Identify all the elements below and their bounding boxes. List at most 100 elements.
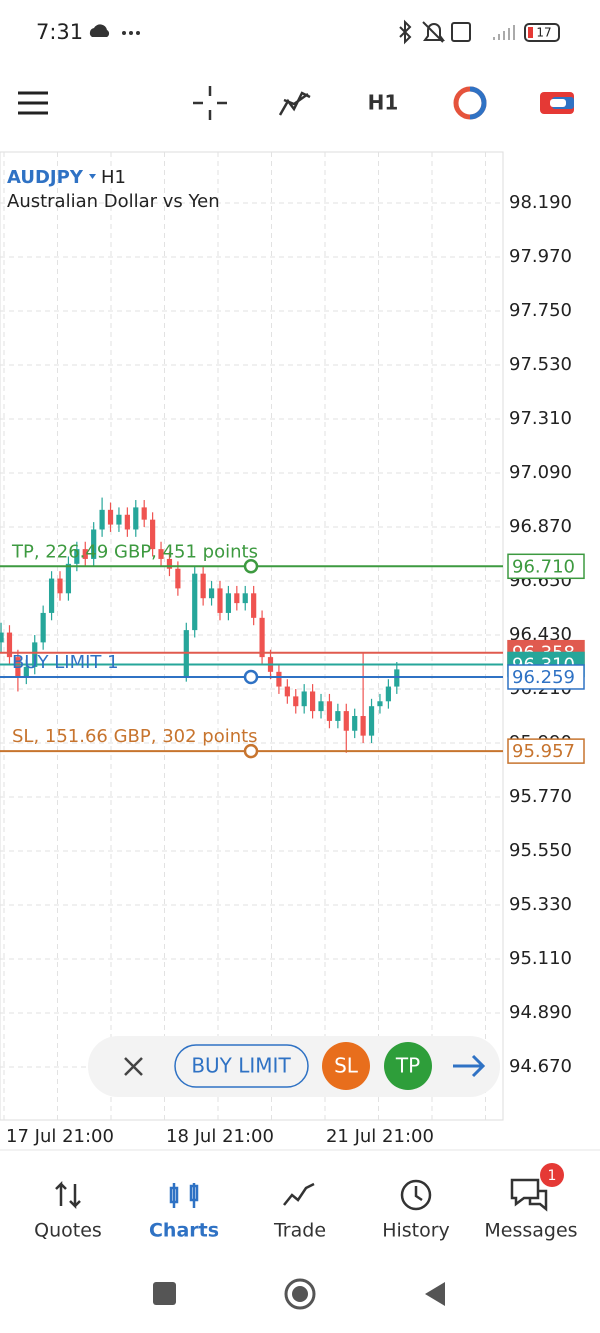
candle-body xyxy=(91,529,97,559)
y-tick-label: 97.750 xyxy=(509,300,572,321)
candle-body xyxy=(23,666,29,677)
candle-body xyxy=(377,701,383,707)
nav-icons xyxy=(55,1178,548,1212)
candle-body xyxy=(225,593,231,613)
candle-body xyxy=(166,558,173,569)
status-icons xyxy=(399,19,560,45)
level-label: BUY LIMIT 1 xyxy=(12,652,119,673)
x-tick-label: 17 Jul 21:00 xyxy=(6,1126,114,1147)
symbol[interactable]: AUDJPY xyxy=(7,167,84,188)
candle-body xyxy=(32,642,38,667)
candle-body xyxy=(310,691,316,712)
buy-limit-label: BUY LIMIT xyxy=(191,1054,291,1078)
nav-label[interactable]: Quotes xyxy=(34,1220,102,1242)
price-box-label: 96.259 xyxy=(512,667,575,688)
levels: TP, 226.49 GBP, 451 points BUY LIMIT 1 SL,… xyxy=(0,541,503,759)
candle-body xyxy=(124,514,130,530)
candle-body xyxy=(48,578,55,613)
price-box xyxy=(507,738,585,764)
candle-body xyxy=(0,632,4,643)
order-panel xyxy=(88,1036,500,1097)
buy-limit-button[interactable] xyxy=(174,1044,309,1088)
next-button[interactable] xyxy=(453,1054,486,1078)
messages-badge xyxy=(540,1163,564,1187)
candle-body xyxy=(301,691,307,707)
y-tick-label: 96.870 xyxy=(509,516,572,537)
candle-body xyxy=(200,573,206,599)
candle-body xyxy=(107,509,114,525)
level-handle[interactable] xyxy=(243,559,259,574)
candle-body xyxy=(352,716,358,731)
candle-body xyxy=(192,573,198,631)
level-label: SL, 151.66 GBP, 302 points xyxy=(12,726,258,747)
y-tick-label: 95.550 xyxy=(509,840,572,861)
candle-body xyxy=(360,716,366,736)
candle-body xyxy=(99,509,105,530)
y-tick-label: 97.970 xyxy=(509,246,572,267)
indicators-icon[interactable] xyxy=(278,91,311,116)
nav-label[interactable]: Trade xyxy=(273,1220,326,1242)
candle-body xyxy=(318,701,324,712)
symbol-description: Australian Dollar vs Yen xyxy=(7,191,220,212)
candle-body xyxy=(74,549,80,564)
y-tick-label: 98.190 xyxy=(509,192,572,213)
y-tick-label: 97.090 xyxy=(509,462,572,483)
y-tick-label: 97.530 xyxy=(509,354,572,375)
nav-label[interactable]: History xyxy=(382,1220,450,1242)
candle-body xyxy=(141,507,147,520)
y-tick-label: 94.670 xyxy=(509,1056,572,1077)
one-click-icon-knob xyxy=(550,99,566,107)
level-handle[interactable] xyxy=(243,669,259,685)
nav-bar: Quotes Charts Trade History Messages xyxy=(34,1220,577,1242)
candle-body xyxy=(150,519,156,550)
x-tick-label: 21 Jul 21:00 xyxy=(326,1126,434,1147)
y-tick-label: 95.330 xyxy=(509,894,572,915)
candle-body xyxy=(82,549,88,559)
candle-body xyxy=(293,696,299,707)
candle-body xyxy=(343,711,349,731)
y-tick-label: 95.770 xyxy=(509,786,572,807)
candle-body xyxy=(326,701,333,721)
sl-button[interactable] xyxy=(322,1042,370,1090)
recents-button[interactable] xyxy=(153,1282,176,1305)
level-handle[interactable] xyxy=(243,743,259,759)
x-tick-label: 18 Jul 21:00 xyxy=(166,1126,274,1147)
symbol-arrow xyxy=(89,174,96,179)
cloud-icon xyxy=(89,24,110,37)
candle-body xyxy=(65,563,72,594)
crosshair-icon[interactable] xyxy=(193,86,227,120)
tp-button[interactable] xyxy=(384,1042,432,1090)
nav-label[interactable]: Charts xyxy=(149,1220,219,1242)
more-dots xyxy=(122,31,140,35)
home-button-dot xyxy=(292,1286,308,1302)
home-button[interactable] xyxy=(284,1278,316,1310)
price-box xyxy=(507,553,585,580)
y-tick-label: 97.310 xyxy=(509,408,572,429)
candle-body xyxy=(175,568,181,589)
candle-body xyxy=(276,671,282,687)
candle-body xyxy=(208,588,215,599)
candle-body xyxy=(284,686,290,697)
candle-body xyxy=(133,507,139,530)
candle-body xyxy=(335,711,341,721)
candle-body xyxy=(234,593,240,604)
back-button[interactable] xyxy=(425,1282,445,1306)
chart-frame xyxy=(0,151,504,1121)
clock: 7:31 xyxy=(36,20,83,44)
candle-body xyxy=(251,593,257,618)
timeframe-button[interactable]: H1 xyxy=(368,91,399,115)
chart-timeframe: H1 xyxy=(101,167,126,188)
y-tick-label: 96.430 xyxy=(509,624,572,645)
tp-label: TP xyxy=(395,1054,420,1078)
battery-level xyxy=(528,27,533,38)
y-tick-label: 94.890 xyxy=(509,1002,572,1023)
nav-label[interactable]: Messages xyxy=(484,1220,577,1242)
candle-body xyxy=(116,514,122,525)
close-button[interactable] xyxy=(124,1057,143,1076)
candle-body xyxy=(15,657,21,677)
menu-icon[interactable] xyxy=(18,91,48,115)
candle-body xyxy=(259,617,265,658)
candle-body xyxy=(368,706,375,736)
price-box-label: 95.957 xyxy=(512,741,575,762)
